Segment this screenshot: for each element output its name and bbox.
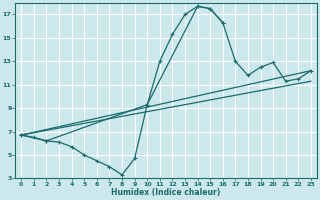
X-axis label: Humidex (Indice chaleur): Humidex (Indice chaleur)	[111, 188, 221, 197]
